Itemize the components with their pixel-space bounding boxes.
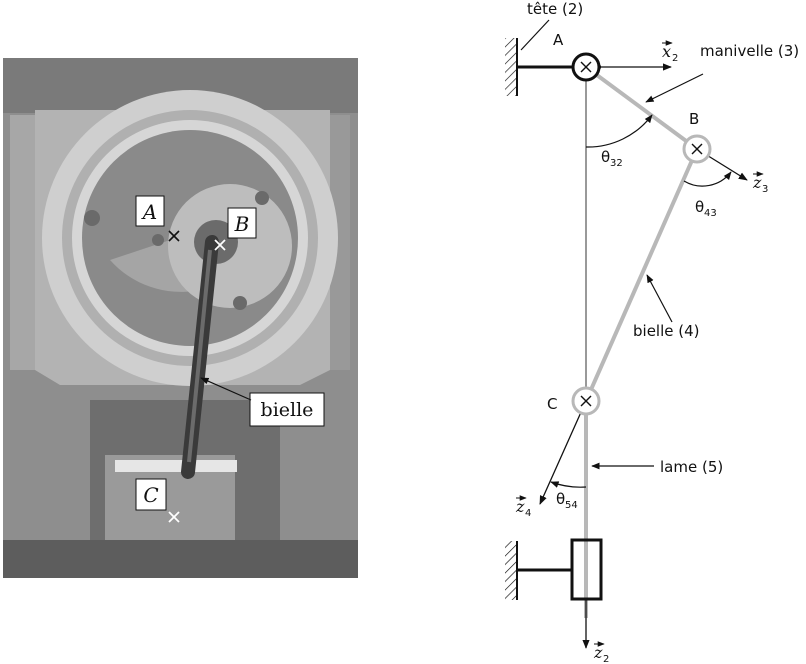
z4-axis — [539, 400, 587, 505]
mechanism-photo: A B C bielle — [3, 58, 358, 578]
svg-text:θ: θ — [601, 148, 610, 166]
crank-link — [584, 65, 699, 151]
svg-text:x: x — [662, 42, 671, 61]
svg-text:z: z — [593, 643, 603, 662]
photo-label-bielle-box — [249, 392, 325, 427]
svg-text:32: 32 — [610, 158, 623, 169]
photo-screw-top — [255, 191, 269, 205]
point-b-label: B — [689, 110, 699, 128]
x2-vector-label: x 2 — [662, 40, 678, 64]
photo-label-a: A — [141, 200, 157, 224]
photo-label-c-box — [135, 478, 167, 511]
manivelle-label: manivelle (3) — [700, 42, 799, 60]
photo-screw-bottom — [233, 296, 247, 310]
z3-vector-label: z 3 — [752, 171, 768, 195]
svg-text:54: 54 — [565, 500, 578, 511]
theta32-label: θ 32 — [601, 148, 623, 169]
tete-leader — [520, 19, 550, 51]
theta43-label: θ 43 — [695, 198, 717, 219]
ground-bottom-hatch — [505, 541, 517, 600]
svg-text:2: 2 — [603, 654, 609, 664]
kinematic-schema: tête (2) A manivelle (3) B bielle (4) C … — [505, 0, 799, 664]
svg-text:z: z — [752, 173, 762, 192]
svg-text:θ: θ — [695, 198, 704, 216]
photo-label-b: B — [234, 212, 250, 236]
photo-label-b-box — [227, 207, 257, 239]
photo-mark-a — [168, 230, 180, 242]
svg-text:θ: θ — [556, 490, 565, 508]
photo-bielle-leader — [200, 377, 252, 401]
svg-text:3: 3 — [762, 184, 768, 195]
photo-label-a-box — [135, 195, 165, 227]
joint-a-cross — [580, 61, 592, 73]
photo-label-bielle: bielle — [261, 399, 314, 421]
theta43-arc — [683, 171, 732, 187]
manivelle-leader — [645, 73, 704, 103]
joint-b-cross — [691, 143, 703, 155]
photo-label-c: C — [143, 483, 158, 507]
photo-mark-b — [214, 239, 226, 251]
theta54-arc — [550, 481, 587, 488]
svg-text:43: 43 — [704, 208, 717, 219]
bielle-label: bielle (4) — [633, 322, 700, 340]
lame-label: lame (5) — [660, 458, 723, 476]
photo-rod-highlight — [187, 249, 212, 463]
photo-slot — [115, 460, 237, 472]
tete-label: tête (2) — [527, 0, 583, 18]
theta54-label: θ 54 — [556, 490, 578, 511]
svg-text:z: z — [515, 497, 525, 516]
photo-screw-a — [152, 234, 164, 246]
z2-vector-label: z 2 — [593, 641, 609, 664]
photo-screw-left — [84, 210, 100, 226]
svg-text:4: 4 — [525, 508, 531, 519]
photo-bottom-shadow — [3, 540, 358, 578]
theta32-arc — [585, 114, 653, 148]
bielle-leader — [646, 274, 673, 323]
svg-text:2: 2 — [672, 53, 678, 64]
point-a-label: A — [553, 31, 564, 49]
photo-mark-c — [168, 511, 180, 523]
joint-c-cross — [580, 395, 592, 407]
point-c-label: C — [547, 395, 557, 413]
z4-vector-label: z 4 — [515, 495, 531, 519]
ground-top-hatch — [505, 38, 517, 96]
connecting-rod-link — [584, 148, 699, 402]
